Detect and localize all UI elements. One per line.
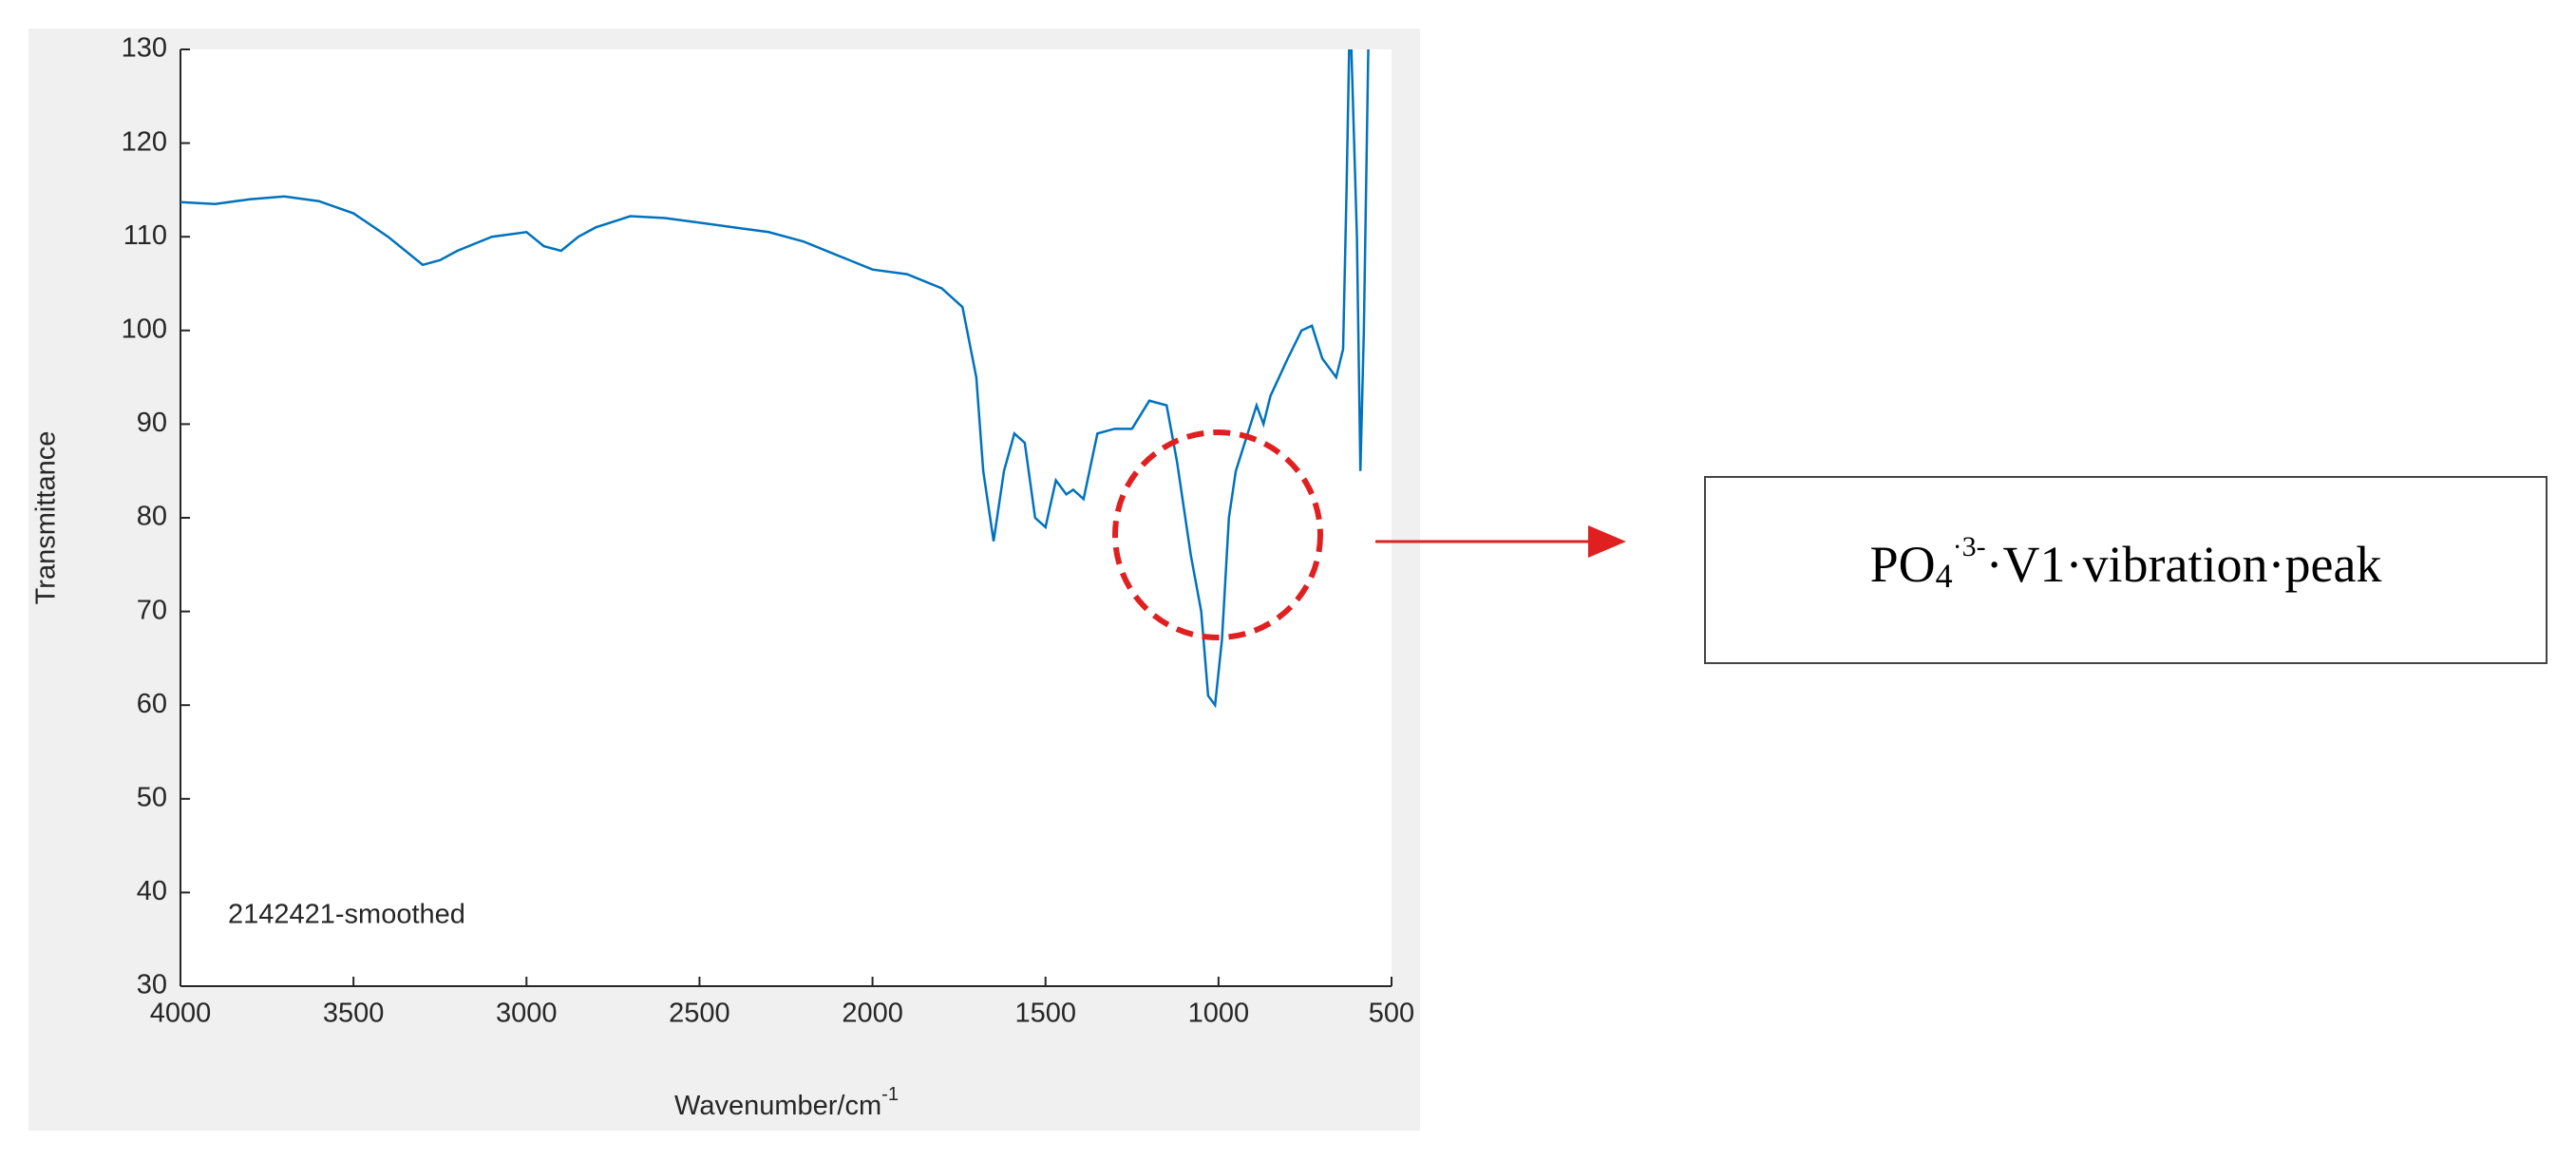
x-tick-label: 1000 bbox=[1188, 999, 1250, 1029]
y-tick-label: 90 bbox=[137, 408, 167, 438]
y-tick-label: 80 bbox=[137, 502, 167, 532]
plot-area bbox=[180, 49, 1392, 986]
highlight-circle bbox=[1112, 429, 1323, 640]
y-tick-label: 40 bbox=[137, 876, 167, 906]
x-axis-label: Wavenumber/cm-1 bbox=[674, 1084, 899, 1120]
y-tick-label: 130 bbox=[122, 33, 167, 64]
arrow-head bbox=[1588, 525, 1626, 558]
y-tick-label: 120 bbox=[122, 126, 167, 157]
x-tick-label: 3000 bbox=[496, 999, 558, 1029]
x-tick-label: 2000 bbox=[842, 999, 903, 1029]
superscript: ·3- bbox=[1953, 531, 1986, 562]
y-tick-label: 60 bbox=[137, 689, 167, 719]
y-tick-label: 50 bbox=[137, 782, 167, 812]
legend-label: 2142421-smoothed bbox=[228, 900, 465, 930]
x-axis-label-text: Wavenumber/cm bbox=[674, 1091, 881, 1121]
annotation-label: ·V1·vibration·peak bbox=[1986, 536, 2382, 593]
y-tick-label: 100 bbox=[122, 314, 167, 344]
annotation-text: PO4·3-·V1·vibration·peak bbox=[1870, 531, 2382, 595]
x-tick-label: 3500 bbox=[323, 999, 385, 1029]
y-axis-label: Transmittance bbox=[31, 431, 62, 605]
y-tick-label: 30 bbox=[137, 970, 167, 1000]
spectrum-line bbox=[180, 49, 1370, 709]
x-tick-label: 4000 bbox=[150, 999, 212, 1029]
x-tick-label: 500 bbox=[1369, 999, 1414, 1029]
x-tick-label: 1500 bbox=[1014, 999, 1076, 1029]
x-tick-label: 2500 bbox=[669, 999, 730, 1029]
subscript: 4 bbox=[1936, 557, 1953, 595]
y-tick-label: 70 bbox=[137, 595, 167, 625]
formula: PO bbox=[1870, 536, 1936, 593]
y-tick-label: 110 bbox=[123, 220, 167, 251]
x-axis-label-superscript: -1 bbox=[881, 1084, 899, 1105]
annotation-box bbox=[1704, 476, 2548, 664]
